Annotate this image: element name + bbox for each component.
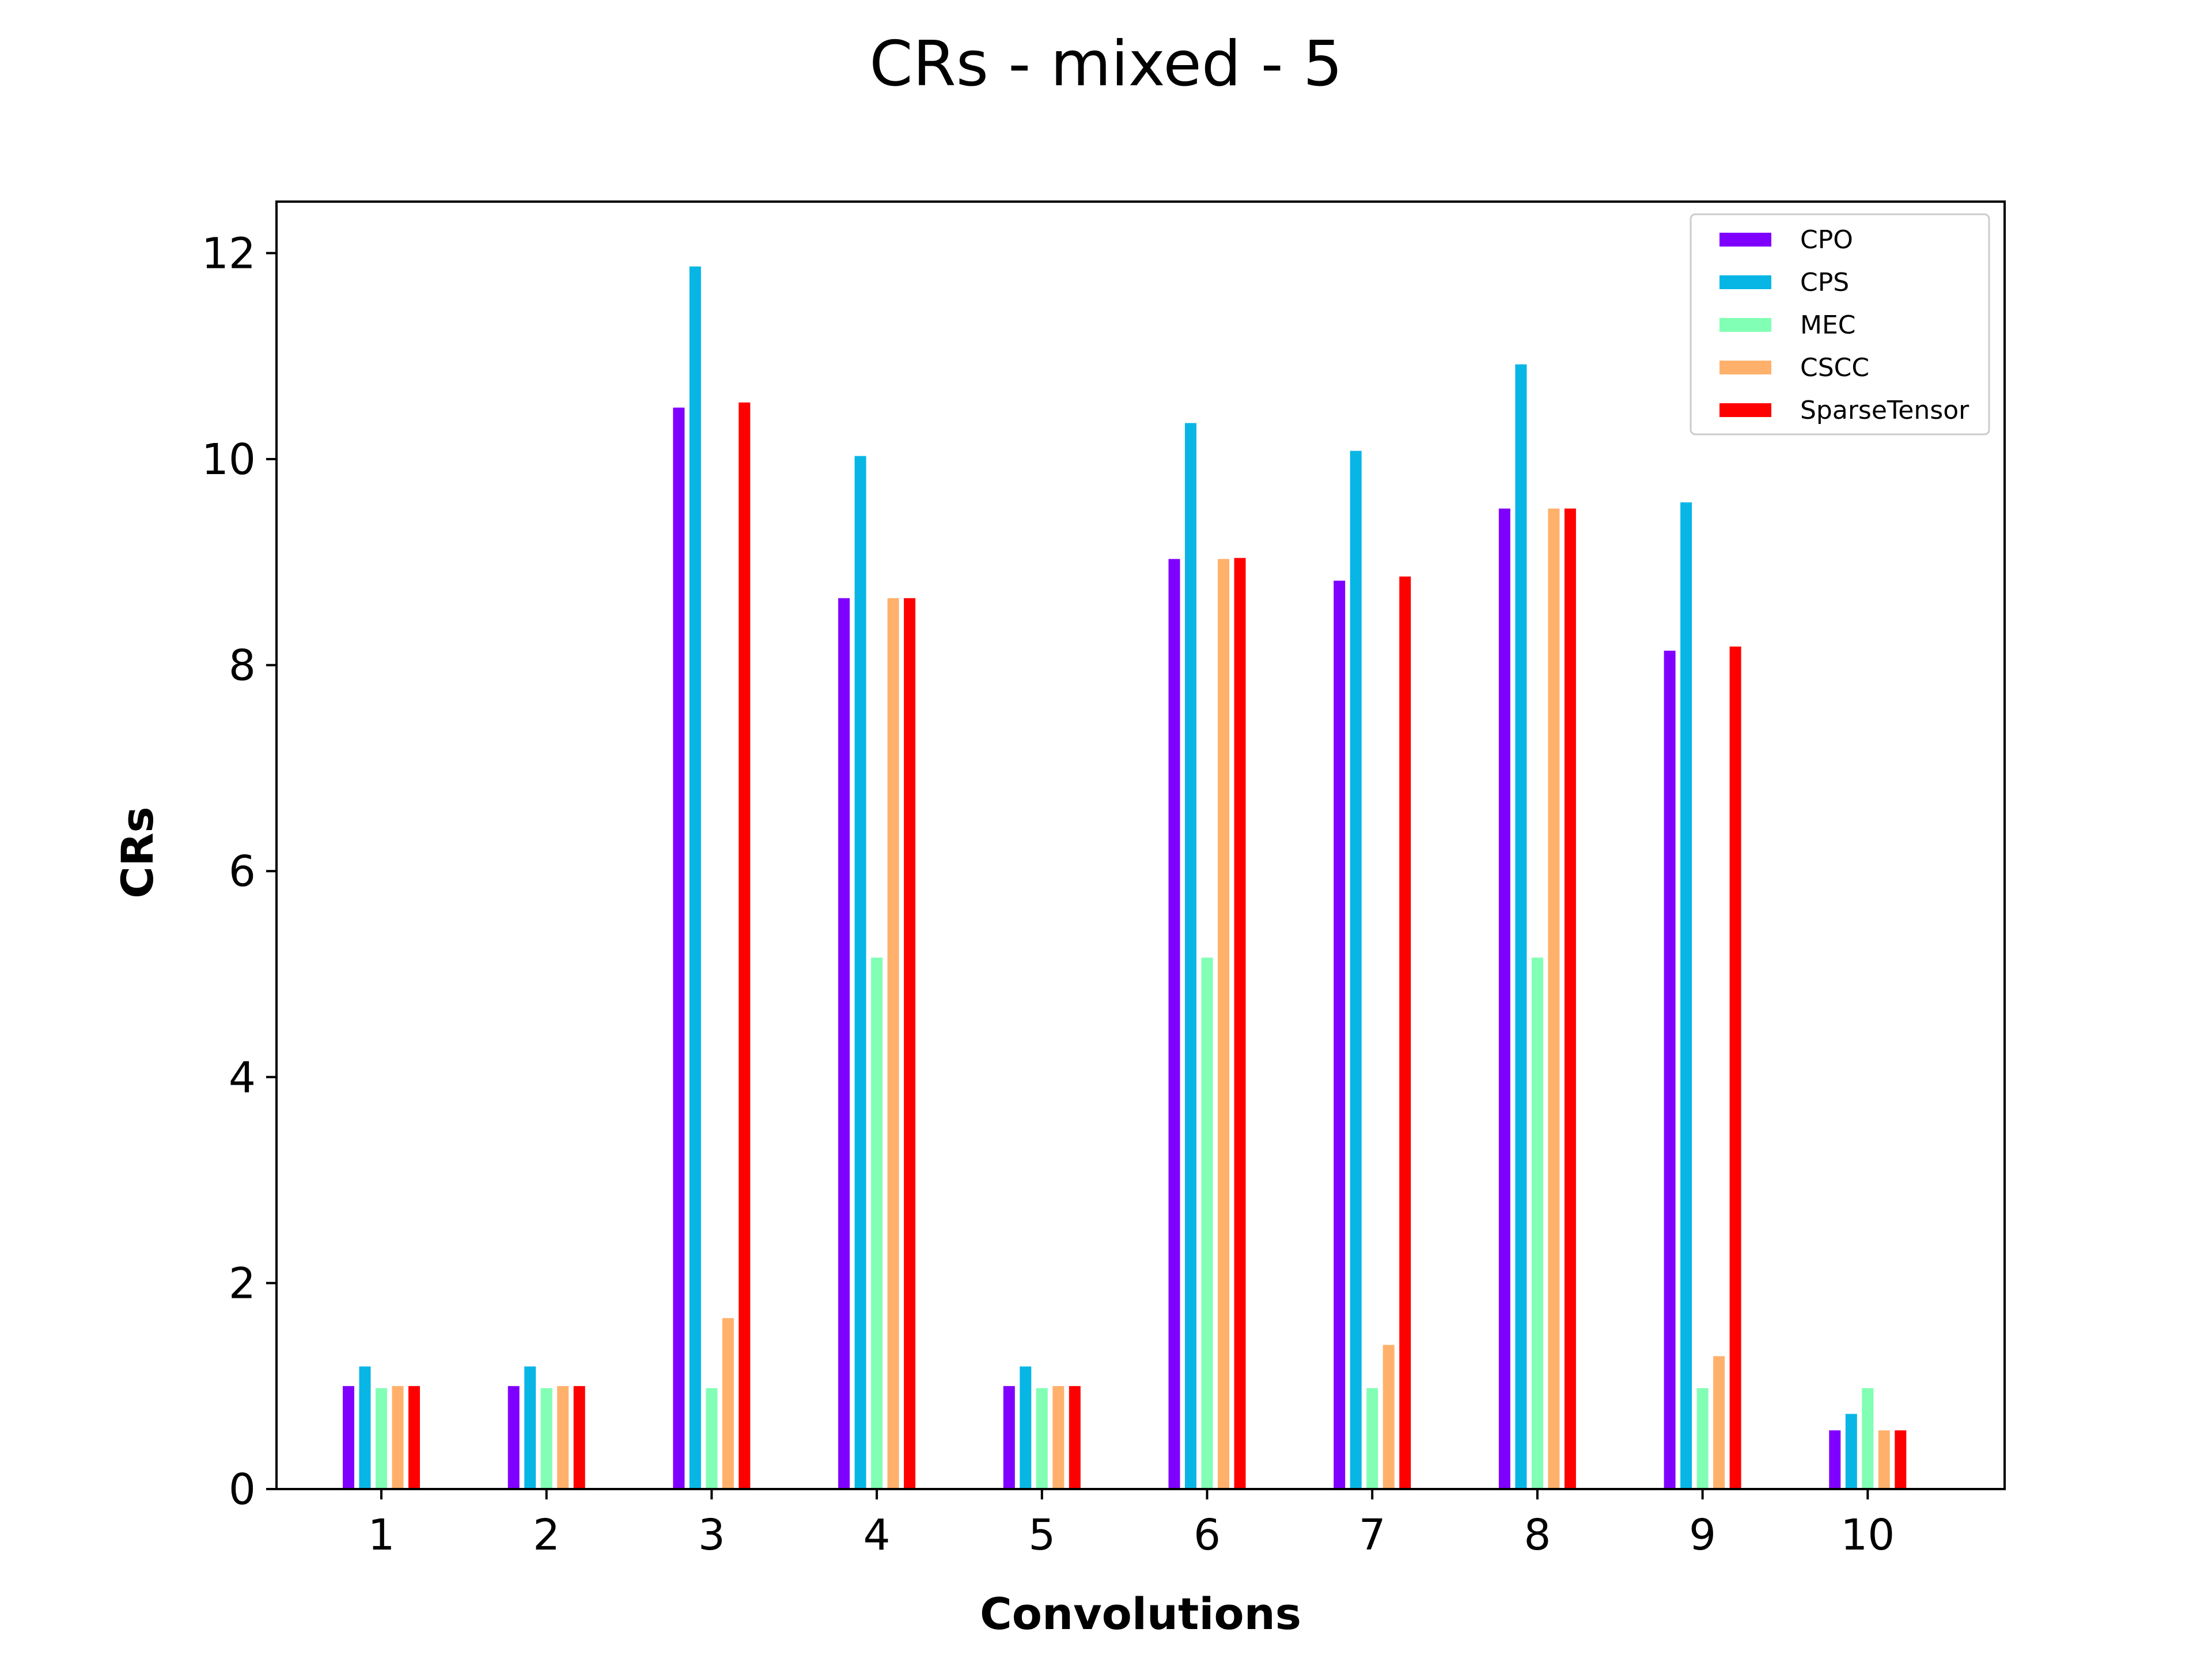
bar-mec-9 xyxy=(1696,1388,1709,1489)
bar-cscc-9 xyxy=(1713,1356,1725,1489)
bar-sparsetensor-2 xyxy=(573,1386,585,1489)
bar-cpo-8 xyxy=(1498,508,1510,1489)
bar-cpo-5 xyxy=(1003,1386,1015,1489)
bar-cps-5 xyxy=(1020,1366,1032,1489)
x-axis-ticks: 1 2 3 4 5 6 7 8 9 10 xyxy=(368,1489,1895,1560)
bar-mec-8 xyxy=(1531,957,1543,1489)
bar-cps-8 xyxy=(1515,364,1527,1489)
y-tick-label: 10 xyxy=(202,435,256,484)
legend-frame xyxy=(1690,213,1990,435)
bar-cpo-1 xyxy=(343,1386,354,1489)
y-axis-ticks: 0 2 4 6 8 10 12 xyxy=(202,229,276,1514)
bar-sparsetensor-10 xyxy=(1895,1430,1907,1489)
bar-sparsetensor-7 xyxy=(1399,576,1411,1489)
y-tick-label: 8 xyxy=(229,641,256,691)
y-tick-label: 2 xyxy=(229,1259,256,1308)
legend-label-cps: CPS xyxy=(1800,268,1849,297)
bar-cpo-6 xyxy=(1168,559,1180,1489)
legend: CPO CPS MEC CSCC SparseTensor xyxy=(1690,213,1990,435)
bar-sparsetensor-5 xyxy=(1069,1386,1081,1489)
bar-cscc-6 xyxy=(1218,559,1229,1489)
bar-cscc-7 xyxy=(1382,1344,1395,1489)
legend-label-cscc: CSCC xyxy=(1800,353,1869,382)
bar-cscc-3 xyxy=(722,1318,734,1489)
x-tick-label: 6 xyxy=(1194,1510,1221,1560)
bar-mec-10 xyxy=(1862,1388,1874,1489)
bar-cpo-7 xyxy=(1334,581,1346,1489)
bar-mec-7 xyxy=(1366,1388,1378,1489)
bar-sparsetensor-9 xyxy=(1729,646,1741,1489)
x-tick-label: 9 xyxy=(1689,1510,1716,1560)
x-tick-label: 5 xyxy=(1028,1510,1055,1560)
bar-cps-9 xyxy=(1680,502,1692,1489)
bar-mec-1 xyxy=(376,1388,387,1489)
bar-mec-5 xyxy=(1036,1388,1048,1489)
y-tick-label: 6 xyxy=(229,847,256,896)
y-tick-label: 12 xyxy=(202,229,256,278)
bar-cps-6 xyxy=(1185,423,1196,1489)
legend-swatch-cscc xyxy=(1719,361,1771,374)
bar-cscc-2 xyxy=(557,1386,569,1489)
chart-title: CRs - mixed - 5 xyxy=(869,28,1343,100)
bar-cps-3 xyxy=(689,266,701,1489)
legend-swatch-cpo xyxy=(1719,233,1771,247)
y-tick-label: 4 xyxy=(229,1053,256,1103)
x-tick-label: 2 xyxy=(533,1510,560,1560)
legend-label-mec: MEC xyxy=(1800,310,1856,340)
x-tick-label: 3 xyxy=(698,1510,725,1560)
bar-cpo-10 xyxy=(1829,1430,1841,1489)
bar-mec-4 xyxy=(871,957,883,1489)
bar-sparsetensor-3 xyxy=(738,402,751,1490)
bar-cscc-5 xyxy=(1052,1386,1065,1489)
legend-label-cpo: CPO xyxy=(1800,225,1853,255)
bar-mec-3 xyxy=(706,1388,718,1489)
bar-cscc-10 xyxy=(1878,1430,1890,1489)
bar-cps-4 xyxy=(854,456,866,1489)
bar-sparsetensor-8 xyxy=(1564,508,1576,1489)
bar-cscc-8 xyxy=(1548,508,1560,1489)
bar-cps-2 xyxy=(524,1366,536,1489)
bar-cpo-4 xyxy=(838,598,850,1489)
legend-swatch-cps xyxy=(1719,275,1771,289)
legend-label-sparsetensor: SparseTensor xyxy=(1800,396,1969,425)
x-axis-label: Convolutions xyxy=(980,1588,1301,1639)
bar-cps-7 xyxy=(1350,450,1362,1490)
bar-sparsetensor-6 xyxy=(1234,558,1246,1489)
bar-cpo-2 xyxy=(507,1386,520,1489)
legend-swatch-sparsetensor xyxy=(1719,403,1771,417)
x-tick-label: 10 xyxy=(1840,1510,1895,1560)
bar-cscc-4 xyxy=(887,598,899,1489)
x-tick-label: 4 xyxy=(863,1510,891,1560)
bar-cscc-1 xyxy=(392,1386,404,1489)
bar-sparsetensor-1 xyxy=(408,1386,420,1489)
x-tick-label: 8 xyxy=(1524,1510,1551,1560)
x-tick-label: 7 xyxy=(1359,1510,1386,1560)
bar-cpo-3 xyxy=(673,407,685,1489)
bar-cps-1 xyxy=(359,1366,371,1489)
x-tick-label: 1 xyxy=(368,1510,395,1560)
bar-sparsetensor-4 xyxy=(904,598,916,1489)
bar-mec-6 xyxy=(1201,957,1213,1489)
legend-swatch-mec xyxy=(1719,318,1771,332)
y-tick-label: 0 xyxy=(229,1465,256,1514)
y-axis-label: CRs xyxy=(112,806,163,899)
bar-mec-2 xyxy=(540,1388,552,1489)
bars-group xyxy=(343,266,1907,1490)
bar-cps-10 xyxy=(1845,1414,1857,1489)
bar-cpo-9 xyxy=(1664,650,1676,1489)
plot-area-frame xyxy=(275,200,2006,1490)
